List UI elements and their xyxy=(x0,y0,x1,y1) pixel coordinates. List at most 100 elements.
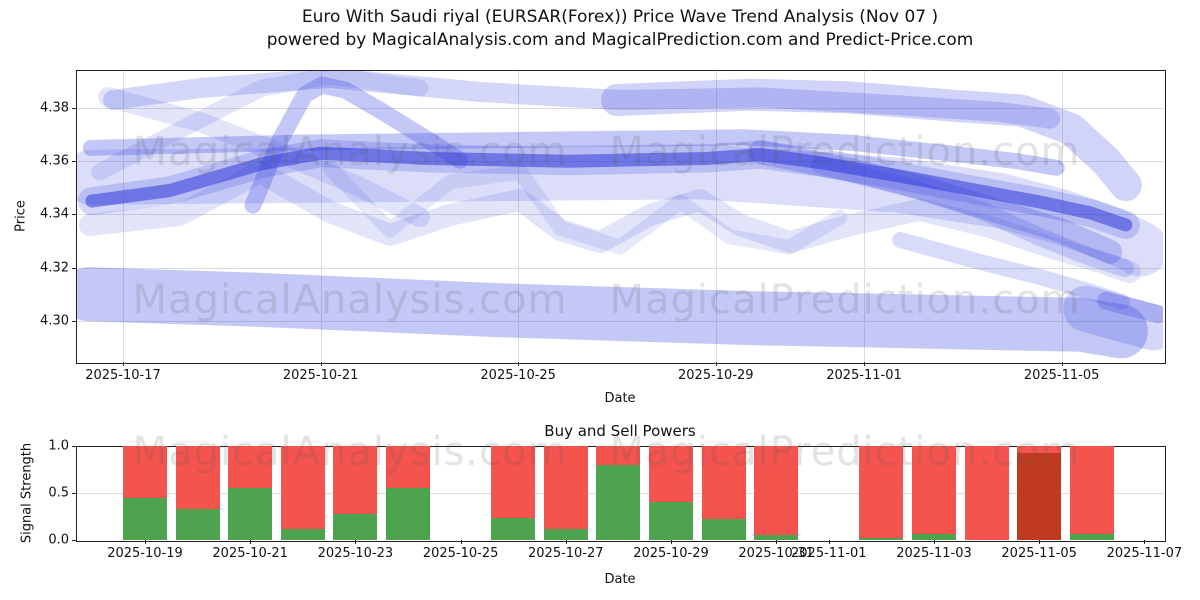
power-x-tickmark xyxy=(145,540,146,544)
wave-band-cross-asc xyxy=(91,71,429,181)
power-x-tickmark xyxy=(828,540,830,544)
wave-band-fan-2 xyxy=(811,155,1134,278)
power-x-tick-label: 2025-10-19 xyxy=(107,546,183,561)
buy-bar-2025-11-06 xyxy=(1069,534,1114,540)
buy-bar-2025-11-03 xyxy=(912,534,956,540)
buy-bar-2025-10-22 xyxy=(280,528,325,540)
chart-title-line1: Euro With Saudi riyal (EURSAR(Forex)) Pr… xyxy=(301,7,939,27)
price-y-tickmark xyxy=(72,108,76,109)
watermark-analysis: MagicalAnalysis.com xyxy=(132,129,568,175)
price-y-tickmark xyxy=(72,267,76,269)
power-x-tickmark xyxy=(1144,540,1146,544)
power-x-tick-label: 2025-10-27 xyxy=(528,546,604,561)
sell-bar-2025-10-29 xyxy=(649,446,693,503)
watermark-analysis: MagicalAnalysis.com xyxy=(132,277,568,323)
power-x-tickmark xyxy=(355,540,357,544)
wave-band-upper-line xyxy=(82,129,1065,176)
price-y-tick-label: 4.32 xyxy=(40,260,69,276)
buy-bar-2025-11-02 xyxy=(859,538,904,540)
sell-bar-2025-10-28 xyxy=(596,446,641,465)
power-y-tickmark xyxy=(72,540,76,541)
price-grid-h xyxy=(76,267,1164,269)
power-x-tickmark xyxy=(250,540,252,544)
power-x-tick-label: 2025-10-25 xyxy=(422,546,499,561)
watermark-analysis: MagicalAnalysis.com xyxy=(132,429,568,475)
watermark-prediction: MagicalPrediction.com xyxy=(609,277,1081,323)
sell-bar-2025-11-03 xyxy=(912,446,956,535)
buy-bar-2025-10-20 xyxy=(175,508,220,540)
price-x-tick-label: 2025-10-25 xyxy=(480,368,556,383)
power-y-tick-label: 0.0 xyxy=(48,532,69,548)
price-x-tickmark xyxy=(715,362,717,366)
price-y-tick-label: 4.38 xyxy=(40,100,69,116)
wave-band-zigzag-b xyxy=(322,160,848,255)
price-x-tick-label: 2025-10-29 xyxy=(678,368,754,383)
power-x-tick-label: 2025-10-29 xyxy=(633,546,709,561)
sell-bar-dark-2025-11-05 xyxy=(1017,452,1062,540)
power-x-tickmark xyxy=(934,540,935,544)
price-x-tickmark xyxy=(123,362,124,366)
power-x-tick-label: 2025-11-07 xyxy=(1106,546,1183,561)
wave-band-right-lower xyxy=(892,231,1130,310)
sell-bar-2025-10-20 xyxy=(175,446,220,509)
price-x-tickmark xyxy=(518,362,520,366)
price-y-tick-label: 4.30 xyxy=(40,313,69,329)
power-x-tickmark xyxy=(776,540,778,544)
watermark-prediction: MagicalPrediction.com xyxy=(609,429,1081,475)
wave-band-top-right-band xyxy=(601,78,1142,202)
wave-band-core xyxy=(85,146,1133,232)
power-x-tick-label: 2025-10-31 xyxy=(738,546,814,561)
price-grid-v xyxy=(864,70,865,362)
buy-bar-2025-10-30 xyxy=(701,519,746,540)
buy-bar-2025-10-27 xyxy=(543,528,588,540)
sell-bar-2025-10-21 xyxy=(228,446,273,489)
buy-bar-2025-10-19 xyxy=(123,497,167,540)
price-x-tick-label: 2025-11-01 xyxy=(826,368,902,383)
sell-bar-2025-10-19 xyxy=(123,446,167,498)
wave-band-top-arc xyxy=(103,71,1061,129)
sell-bar-2025-11-02 xyxy=(859,446,904,539)
wave-band-zigzag-a xyxy=(78,161,1141,284)
power-x-tick-label: 2025-10-23 xyxy=(317,546,394,561)
price-y-tick-label: 4.36 xyxy=(40,153,69,169)
chart-title-line2: powered by MagicalAnalysis.com and Magic… xyxy=(266,30,974,50)
price-y-tickmark xyxy=(72,161,76,163)
power-x-tickmark xyxy=(460,540,462,544)
price-y-axis-label: Price xyxy=(13,200,29,232)
sell-bar-2025-10-22 xyxy=(280,446,325,529)
chart-title: Euro With Saudi riyal (EURSAR(Forex)) Pr… xyxy=(76,6,1164,52)
sell-bar-2025-10-24 xyxy=(386,446,430,489)
sell-bar-2025-11-04 xyxy=(964,446,1009,540)
price-x-tick-label: 2025-11-05 xyxy=(1023,368,1100,383)
price-grid-h xyxy=(76,320,1164,322)
buy-bar-2025-10-31 xyxy=(754,535,799,540)
wave-band-lower-channel-end xyxy=(1063,285,1163,351)
wave-band-lower-channel-end-dark xyxy=(1097,291,1163,324)
buy-bar-2025-10-23 xyxy=(333,513,378,540)
buy-bar-2025-10-26 xyxy=(491,518,536,540)
buy-bar-2025-10-28 xyxy=(596,464,641,540)
power-x-tickmark xyxy=(1039,540,1041,544)
price-grid-v xyxy=(518,70,520,362)
price-x-tickmark xyxy=(1061,362,1063,366)
watermark-prediction: MagicalPrediction.com xyxy=(609,129,1081,175)
price-x-tickmark xyxy=(864,362,865,366)
sell-bar-2025-10-26 xyxy=(491,446,536,519)
price-x-tick-label: 2025-10-17 xyxy=(85,368,161,383)
buy-bar-2025-10-21 xyxy=(228,488,273,540)
wave-band-mid-band xyxy=(77,144,1163,277)
price-grid-v xyxy=(123,70,124,362)
power-y-tickmark xyxy=(72,446,76,447)
price-grid-h xyxy=(76,214,1164,216)
price-grid-h xyxy=(76,108,1164,109)
price-x-tick-label: 2025-10-21 xyxy=(282,368,359,383)
power-x-tick-label: 2025-11-01 xyxy=(791,546,867,561)
wave-band-spike xyxy=(244,76,469,214)
wave-band-lower-channel xyxy=(77,267,1148,359)
price-grid-v xyxy=(1061,70,1063,362)
sell-bar-2025-10-31 xyxy=(754,446,799,536)
price-y-tick-label: 4.34 xyxy=(40,206,69,222)
power-y-tick-label: 1.0 xyxy=(48,438,69,454)
power-x-tickmark xyxy=(565,540,567,544)
